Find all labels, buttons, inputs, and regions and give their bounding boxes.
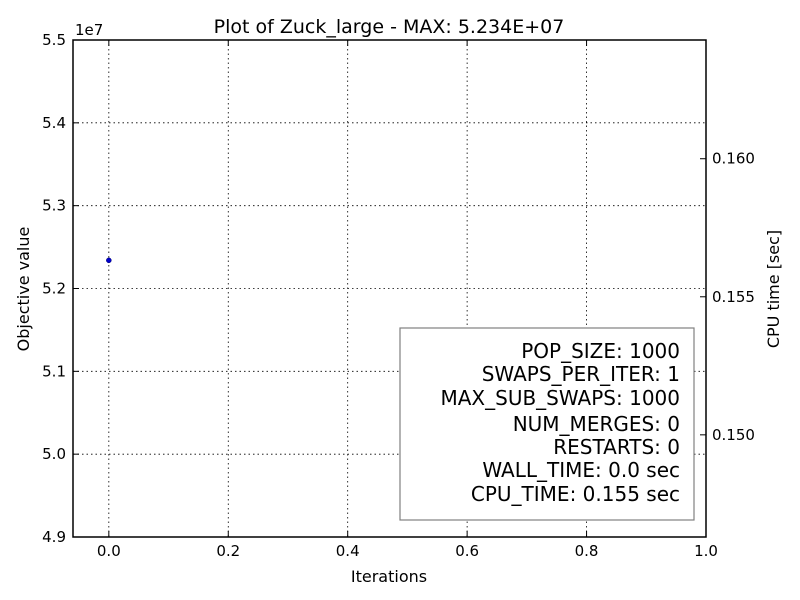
- info-line-restarts: RESTARTS: 0: [553, 435, 680, 459]
- info-line-pop-size: POP_SIZE: 1000: [521, 339, 680, 363]
- axis-ticks: 0.0 0.2 0.4 0.6 0.8 1.0 4.9 5.0 5.1 5.2 5.3 5.4 5.5 0…: [42, 31, 755, 560]
- info-line-num-merges: NUM_MERGES: 0: [513, 412, 680, 436]
- info-line-swaps-per-iter: SWAPS_PER_ITER: 1: [482, 362, 680, 386]
- x-tick-label: 0.0: [97, 542, 121, 560]
- y-tick-label: 5.2: [42, 280, 66, 298]
- y-tick-label: 5.4: [42, 114, 66, 132]
- info-box-frame: [399, 327, 695, 521]
- info-box: POP_SIZE: 1000 SWAPS_PER_ITER: 1 MAX_SUB…: [399, 327, 695, 521]
- y-tick-label: 5.5: [42, 31, 66, 49]
- y-tick-label: 4.9: [42, 528, 66, 546]
- x-tick-label: 1.0: [694, 542, 718, 560]
- y-tick-label: 5.0: [42, 445, 66, 463]
- info-line-max-sub-swaps: MAX_SUB_SWAPS: 1000: [440, 386, 680, 410]
- data-points: [106, 257, 112, 264]
- x-tick-label: 0.6: [455, 542, 479, 560]
- info-line-cpu-time: CPU_TIME: 0.155 sec: [471, 482, 680, 506]
- x-tick-label: 0.8: [575, 542, 599, 560]
- chart-title: Plot of Zuck_large - MAX: 5.234E+07: [214, 16, 565, 38]
- x-axis-label: Iterations: [351, 567, 427, 586]
- data-point: [106, 257, 112, 264]
- y2-tick-label: 0.150: [712, 426, 755, 444]
- y-tick-label: 5.3: [42, 197, 66, 215]
- x-tick-label: 0.4: [336, 542, 360, 560]
- y2-tick-label: 0.160: [712, 150, 755, 168]
- y-offset-label: 1e7: [75, 21, 103, 39]
- y2-tick-label: 0.155: [712, 288, 755, 306]
- y2-axis-label: CPU time [sec]: [764, 230, 783, 348]
- info-line-wall-time: WALL_TIME: 0.0 sec: [482, 458, 680, 482]
- x-tick-label: 0.2: [216, 542, 240, 560]
- y-axis-label: Objective value: [14, 227, 33, 352]
- y-tick-label: 5.1: [42, 362, 66, 380]
